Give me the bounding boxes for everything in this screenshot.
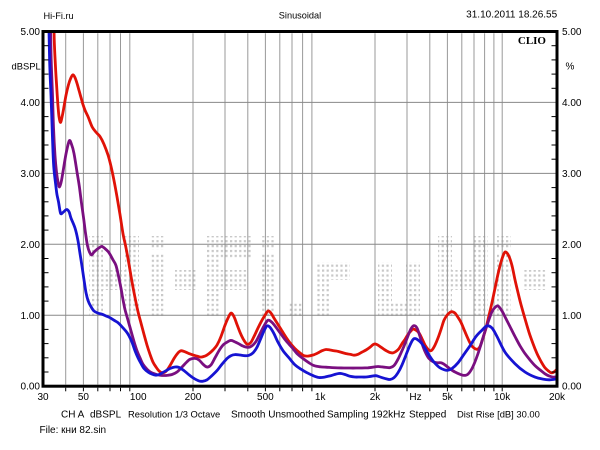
svg-text:Resolution 1/3 Octave: Resolution 1/3 Octave xyxy=(128,409,220,420)
svg-text:31.10.2011 18.26.55: 31.10.2011 18.26.55 xyxy=(466,9,557,20)
svg-text:CH A: CH A xyxy=(61,410,85,421)
svg-text:10k: 10k xyxy=(494,392,511,403)
svg-text:3.00: 3.00 xyxy=(562,169,582,180)
svg-text:50: 50 xyxy=(78,392,90,403)
svg-text:1k: 1k xyxy=(315,392,327,403)
svg-text:File: кни 82.sin: File: кни 82.sin xyxy=(40,425,107,436)
svg-text:0.00: 0.00 xyxy=(21,382,41,393)
svg-text:0.00: 0.00 xyxy=(562,382,582,393)
svg-text:100: 100 xyxy=(130,392,147,403)
svg-text:4.00: 4.00 xyxy=(562,98,582,109)
svg-text:%: % xyxy=(566,62,575,73)
svg-text:5.00: 5.00 xyxy=(21,27,41,38)
svg-text:1.00: 1.00 xyxy=(21,311,41,322)
svg-text:4.00: 4.00 xyxy=(21,98,41,109)
svg-text:5k: 5k xyxy=(442,392,454,403)
svg-text:Hi-Fi.ru: Hi-Fi.ru xyxy=(44,11,74,21)
svg-text:Smooth Unsmoothed: Smooth Unsmoothed xyxy=(231,410,325,421)
svg-text:dBSPL: dBSPL xyxy=(90,410,122,421)
svg-text:2k: 2k xyxy=(370,392,382,403)
svg-text:30: 30 xyxy=(37,392,49,403)
svg-text:3.00: 3.00 xyxy=(21,169,41,180)
svg-text:Dist Rise [dB] 30.00: Dist Rise [dB] 30.00 xyxy=(457,409,540,420)
svg-text:500: 500 xyxy=(257,392,274,403)
svg-text:CLIO: CLIO xyxy=(518,35,547,47)
svg-text:dBSPL: dBSPL xyxy=(12,61,41,72)
svg-text:Hz: Hz xyxy=(409,392,421,403)
svg-text:2.00: 2.00 xyxy=(21,240,41,251)
svg-text:20k: 20k xyxy=(549,392,566,403)
svg-text:Stepped: Stepped xyxy=(409,410,446,421)
svg-text:Sampling 192kHz: Sampling 192kHz xyxy=(327,410,405,421)
svg-text:2.00: 2.00 xyxy=(562,240,582,251)
svg-text:1.00: 1.00 xyxy=(562,311,582,322)
svg-text:200: 200 xyxy=(185,392,202,403)
svg-text:Sinusoidal: Sinusoidal xyxy=(279,11,321,21)
svg-text:5.00: 5.00 xyxy=(562,27,582,38)
